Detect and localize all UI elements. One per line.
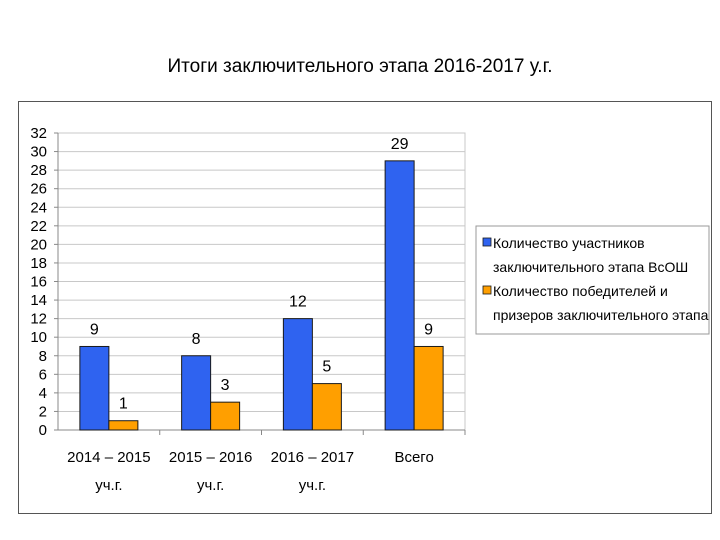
y-tick-label: 4 (39, 385, 47, 402)
bar (108, 420, 139, 431)
legend-label: Количество победителей и (493, 283, 668, 299)
bar (210, 401, 241, 431)
data-label: 8 (192, 331, 201, 348)
x-tick-label: 2014 – 2015 (67, 449, 150, 466)
y-tick-label: 28 (30, 162, 47, 179)
x-tick-label: 2015 – 2016 (169, 449, 252, 466)
page-title: Итоги заключительного этапа 2016-2017 у.… (167, 56, 553, 77)
legend-swatch (482, 285, 492, 295)
data-label: 9 (90, 321, 99, 338)
y-tick-label: 20 (30, 236, 47, 253)
y-tick-label: 30 (30, 144, 47, 161)
bar (413, 345, 444, 431)
legend-label: Количество участников (493, 235, 645, 251)
legend (475, 225, 710, 335)
y-tick-label: 14 (30, 292, 47, 309)
data-label: 1 (119, 396, 128, 413)
data-label: 29 (391, 136, 409, 153)
bar (79, 345, 110, 431)
data-label: 3 (221, 377, 230, 394)
x-tick-label: Всего (394, 449, 433, 466)
y-tick-label: 6 (39, 366, 47, 383)
data-label: 12 (289, 294, 307, 311)
bar (181, 355, 212, 431)
y-tick-label: 12 (30, 311, 47, 328)
bar (282, 318, 313, 431)
x-tick-label: 2016 – 2017 (271, 449, 354, 466)
x-tick-label: уч.г. (197, 477, 224, 494)
y-tick-label: 26 (30, 181, 47, 198)
data-label: 5 (322, 359, 331, 376)
x-tick-label: уч.г. (299, 477, 326, 494)
y-tick-label: 8 (39, 348, 47, 365)
y-tick-label: 24 (30, 199, 47, 216)
y-tick-label: 2 (39, 403, 47, 420)
y-tick-label: 18 (30, 255, 47, 272)
y-tick-label: 10 (30, 329, 47, 346)
bar (384, 160, 415, 431)
y-tick-label: 22 (30, 218, 47, 235)
x-tick-label: уч.г. (95, 477, 122, 494)
data-label: 9 (424, 321, 433, 338)
legend-label: призеров заключительного этапа (493, 307, 709, 323)
legend-swatch (482, 237, 492, 247)
y-tick-label: 32 (30, 125, 47, 142)
bar (311, 383, 342, 431)
legend-label: заключительного этапа ВсОШ (493, 259, 688, 275)
y-tick-label: 16 (30, 274, 47, 291)
y-tick-label: 0 (39, 422, 47, 439)
